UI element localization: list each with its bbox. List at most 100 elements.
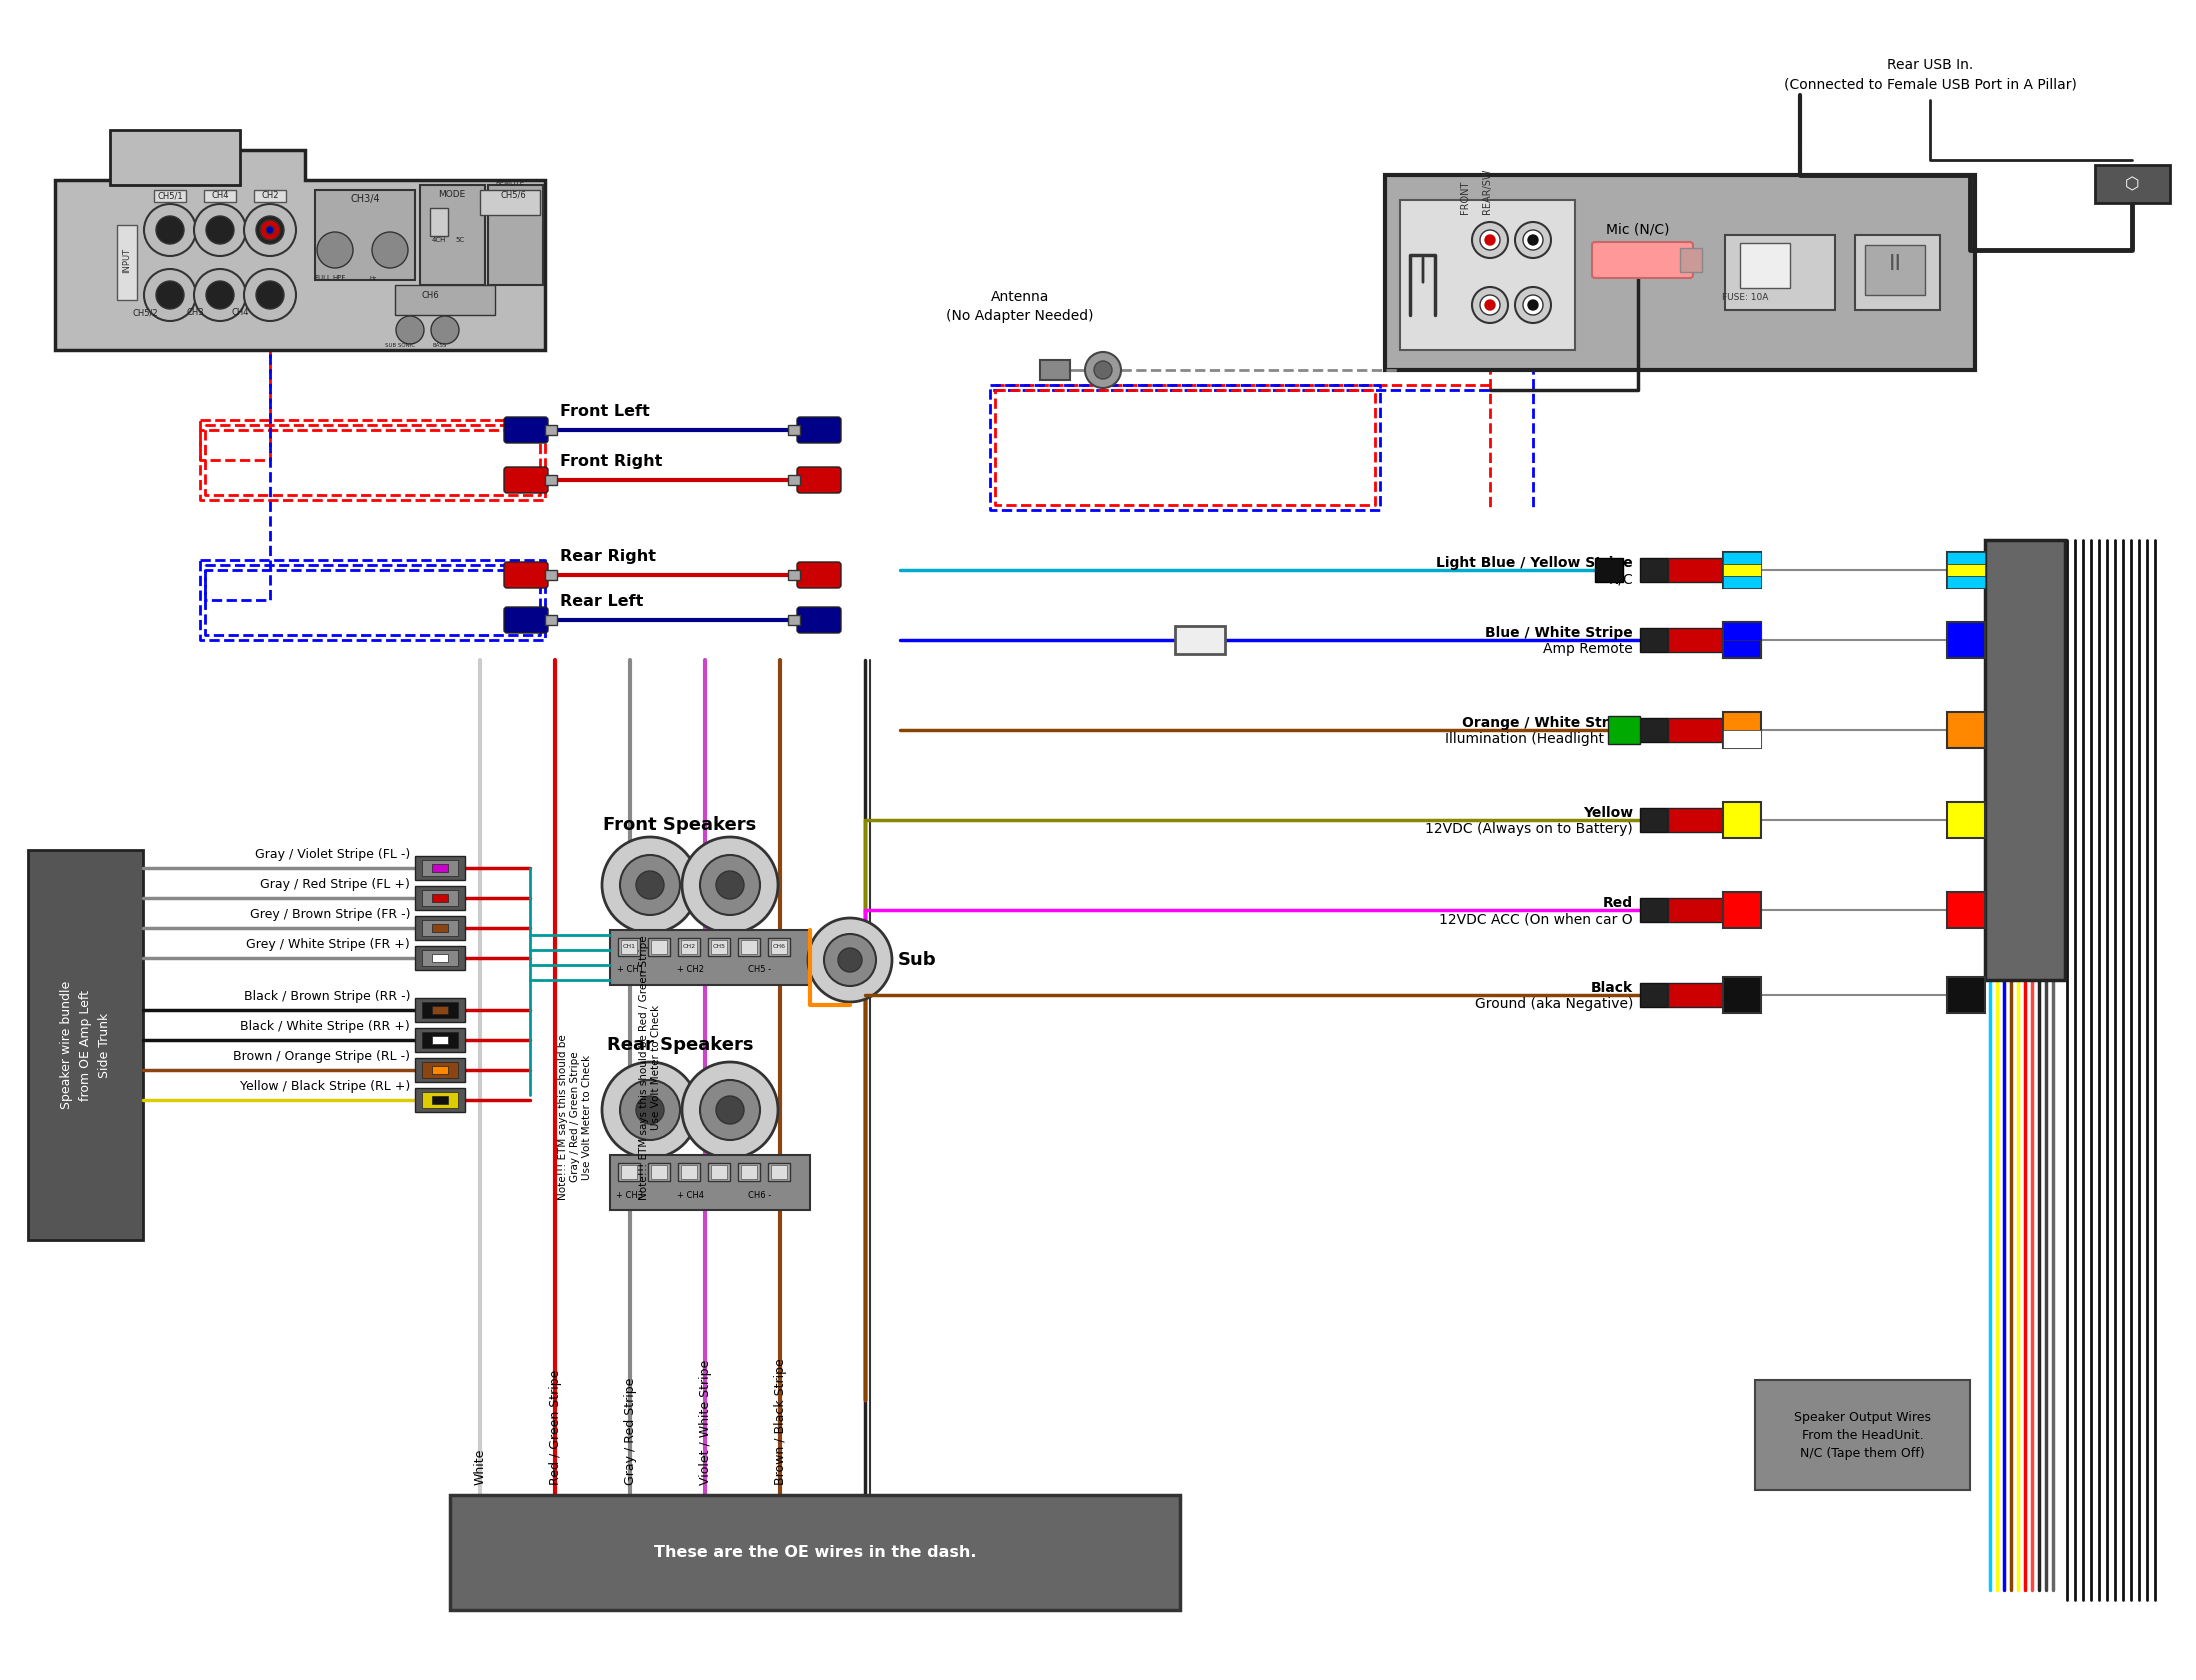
Text: Speaker wire bundle
from OE Amp Left
Side Trunk: Speaker wire bundle from OE Amp Left Sid… [59, 981, 112, 1109]
Text: Mic (N/C): Mic (N/C) [1605, 222, 1669, 235]
Text: CH3: CH3 [187, 307, 204, 318]
FancyBboxPatch shape [771, 941, 786, 954]
FancyBboxPatch shape [545, 570, 558, 580]
FancyBboxPatch shape [1669, 899, 1724, 922]
FancyBboxPatch shape [1640, 899, 1669, 922]
FancyBboxPatch shape [204, 190, 235, 202]
FancyBboxPatch shape [617, 937, 639, 956]
Circle shape [716, 1095, 744, 1124]
Circle shape [637, 870, 663, 899]
FancyBboxPatch shape [1948, 801, 1985, 838]
Circle shape [701, 1080, 760, 1141]
Circle shape [193, 269, 246, 321]
FancyBboxPatch shape [610, 931, 810, 984]
Circle shape [619, 855, 681, 916]
Circle shape [156, 217, 184, 244]
Circle shape [701, 855, 760, 916]
Text: Gray / Violet Stripe (FL -): Gray / Violet Stripe (FL -) [255, 847, 411, 860]
Text: + CH1: + CH1 [617, 964, 643, 974]
FancyBboxPatch shape [415, 998, 466, 1021]
FancyBboxPatch shape [430, 208, 448, 235]
Text: INPUT: INPUT [123, 247, 132, 272]
FancyBboxPatch shape [738, 1163, 760, 1181]
FancyBboxPatch shape [1948, 553, 1985, 564]
Text: N/C: N/C [1607, 571, 1634, 586]
Text: Yellow: Yellow [1583, 806, 1634, 820]
Circle shape [1484, 301, 1495, 311]
FancyBboxPatch shape [769, 937, 791, 956]
Text: FRONT: FRONT [1460, 181, 1469, 213]
Circle shape [1524, 230, 1544, 250]
FancyBboxPatch shape [422, 921, 459, 936]
Circle shape [1471, 287, 1509, 323]
FancyBboxPatch shape [1948, 576, 1985, 588]
FancyBboxPatch shape [415, 1089, 466, 1112]
Text: 12VDC ACC (On when car O: 12VDC ACC (On when car O [1438, 912, 1634, 926]
FancyBboxPatch shape [433, 1067, 448, 1074]
Circle shape [1471, 222, 1509, 259]
FancyBboxPatch shape [433, 954, 448, 963]
Text: CH5: CH5 [712, 944, 725, 949]
Circle shape [145, 203, 195, 255]
FancyBboxPatch shape [797, 467, 841, 492]
Text: CH5/1: CH5/1 [158, 192, 182, 200]
FancyBboxPatch shape [1726, 235, 1836, 311]
Text: CH6: CH6 [422, 291, 439, 301]
Text: CH1: CH1 [621, 944, 635, 949]
Text: CH4: CH4 [231, 307, 248, 318]
Circle shape [371, 232, 408, 269]
FancyBboxPatch shape [545, 425, 558, 435]
Text: CH6: CH6 [773, 944, 786, 949]
FancyBboxPatch shape [738, 937, 760, 956]
FancyBboxPatch shape [797, 563, 841, 588]
FancyBboxPatch shape [1724, 576, 1761, 588]
FancyBboxPatch shape [1386, 175, 1974, 370]
FancyBboxPatch shape [433, 1095, 448, 1104]
FancyBboxPatch shape [707, 937, 729, 956]
Circle shape [259, 220, 281, 240]
Text: CH5/6: CH5/6 [501, 190, 525, 198]
Text: + CH3: + CH3 [617, 1191, 643, 1200]
FancyBboxPatch shape [1948, 553, 1985, 588]
Text: Antenna
(No Adapter Needed): Antenna (No Adapter Needed) [946, 289, 1094, 323]
FancyBboxPatch shape [1724, 622, 1761, 659]
FancyBboxPatch shape [1948, 564, 1985, 576]
FancyBboxPatch shape [154, 190, 187, 202]
Text: 5C: 5C [455, 237, 466, 244]
Circle shape [257, 281, 283, 309]
FancyBboxPatch shape [788, 475, 799, 486]
Text: Brown / Orange Stripe (RL -): Brown / Orange Stripe (RL -) [233, 1050, 411, 1062]
FancyBboxPatch shape [2095, 165, 2170, 203]
Circle shape [156, 281, 184, 309]
FancyBboxPatch shape [481, 190, 540, 215]
FancyBboxPatch shape [648, 937, 670, 956]
FancyBboxPatch shape [433, 894, 448, 902]
FancyBboxPatch shape [1041, 360, 1069, 380]
Text: Gray / Red Stripe (FL +): Gray / Red Stripe (FL +) [259, 877, 411, 890]
FancyBboxPatch shape [1724, 553, 1761, 588]
FancyBboxPatch shape [1724, 892, 1761, 927]
Text: Front Speakers: Front Speakers [604, 816, 758, 833]
Circle shape [266, 227, 274, 234]
Text: Speaker Output Wires
From the HeadUnit.
N/C (Tape them Off): Speaker Output Wires From the HeadUnit. … [1794, 1411, 1930, 1460]
FancyBboxPatch shape [1864, 245, 1926, 296]
FancyBboxPatch shape [1669, 628, 1724, 652]
FancyBboxPatch shape [648, 1163, 670, 1181]
FancyBboxPatch shape [415, 857, 466, 880]
Circle shape [839, 948, 863, 973]
FancyBboxPatch shape [797, 606, 841, 633]
FancyBboxPatch shape [788, 570, 799, 580]
Text: Amp Remote: Amp Remote [1544, 642, 1634, 655]
Circle shape [637, 1095, 663, 1124]
FancyBboxPatch shape [681, 1164, 696, 1179]
Text: CH2: CH2 [261, 192, 279, 200]
FancyBboxPatch shape [422, 890, 459, 906]
Circle shape [1484, 235, 1495, 245]
Text: Grey / White Stripe (FR +): Grey / White Stripe (FR +) [246, 937, 411, 951]
Text: SUB SONIC: SUB SONIC [384, 343, 415, 348]
FancyBboxPatch shape [1985, 539, 2064, 979]
Text: Rear Left: Rear Left [560, 595, 643, 610]
Text: FUSE: 10A: FUSE: 10A [1722, 292, 1768, 302]
Text: Orange / White Stripe: Orange / White Stripe [1463, 716, 1634, 731]
FancyBboxPatch shape [1724, 978, 1761, 1013]
